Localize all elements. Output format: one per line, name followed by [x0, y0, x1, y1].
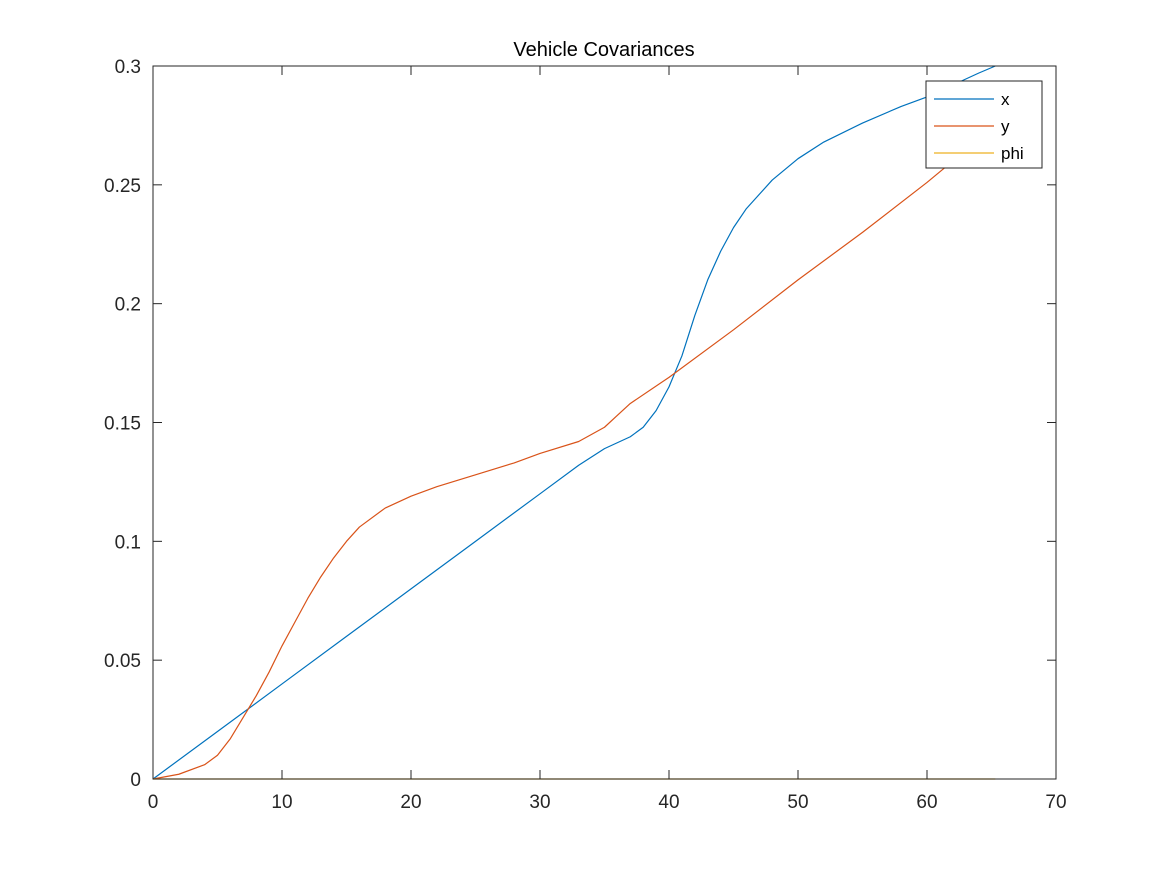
x-tick-label: 70 [1045, 792, 1066, 813]
x-tick-label: 40 [658, 792, 679, 813]
legend: xy phi [925, 80, 1043, 169]
y-tick-label: 0.25 [104, 176, 141, 197]
y-tick-label: 0.2 [115, 295, 141, 316]
y-tick-label: 0.15 [104, 414, 141, 435]
legend-label-phi: phi [1001, 144, 1024, 163]
x-tick-label: 20 [400, 792, 421, 813]
x-tick-label: 30 [529, 792, 550, 813]
x-tick-label: 60 [916, 792, 937, 813]
y-tick-label: 0.05 [104, 651, 141, 672]
series-line-x [152, 65, 996, 780]
x-tick-label: 0 [148, 792, 159, 813]
legend-box [925, 80, 1043, 169]
y-tick-label: 0.1 [115, 532, 141, 553]
x-tick-label: 10 [271, 792, 292, 813]
legend-label-x: x [1001, 90, 1010, 109]
chart-title: Vehicle Covariances [513, 39, 694, 61]
y-tick-label: 0 [130, 770, 141, 791]
y-tick-label: 0.3 [115, 57, 141, 78]
plot-area [153, 66, 1056, 779]
ticks-layer: 0 10 20 30 40 50 60 70 0 0.05 0.1 0.15 0.2 0.25 0.3 [104, 57, 1067, 813]
series-line-y [152, 132, 992, 780]
legend-label-y: y [1001, 117, 1010, 136]
x-tick-label: 50 [787, 792, 808, 813]
axes-box [152, 65, 1057, 780]
